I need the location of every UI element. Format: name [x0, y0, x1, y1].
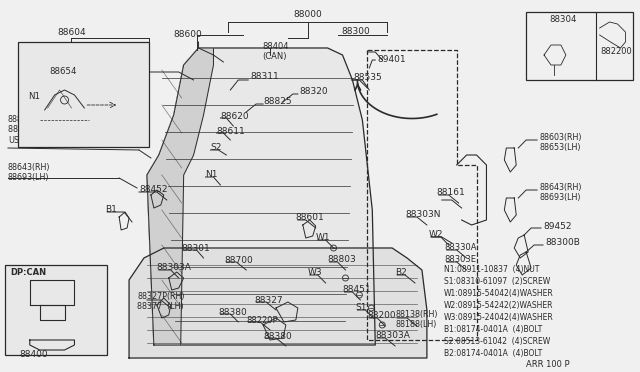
- Text: 88404
(CAN): 88404 (CAN): [262, 42, 289, 61]
- Polygon shape: [147, 48, 214, 345]
- Text: 88303A: 88303A: [157, 263, 192, 272]
- Text: 88303N: 88303N: [405, 210, 440, 219]
- Polygon shape: [147, 48, 375, 345]
- Text: 88311: 88311: [250, 72, 279, 81]
- Polygon shape: [129, 248, 427, 358]
- Text: 88330A: 88330A: [445, 243, 477, 252]
- Text: B2:08174-0401A  (4)BOLT: B2:08174-0401A (4)BOLT: [444, 349, 542, 358]
- Text: 88600: 88600: [173, 30, 202, 39]
- Text: W1:08915-54042(4)WASHER: W1:08915-54042(4)WASHER: [444, 289, 554, 298]
- Text: 88654: 88654: [50, 67, 77, 76]
- Text: 882200: 882200: [600, 47, 632, 56]
- Text: B1: B1: [105, 205, 117, 214]
- Bar: [5, 265, 108, 355]
- Text: 88611: 88611: [216, 127, 245, 136]
- Text: W3: W3: [308, 268, 323, 277]
- Text: 88380: 88380: [263, 332, 292, 341]
- Text: 88380: 88380: [218, 308, 247, 317]
- Text: 89401: 89401: [377, 55, 406, 64]
- Text: W2:08915-54242(2)WASHER: W2:08915-54242(2)WASHER: [444, 301, 553, 310]
- Text: 88825: 88825: [263, 97, 292, 106]
- Text: S1: S1: [355, 303, 367, 312]
- Text: S1:08310-61097  (2)SCREW: S1:08310-61097 (2)SCREW: [444, 277, 550, 286]
- Bar: [526, 12, 634, 80]
- Text: 88643(RH)
88693(LH): 88643(RH) 88693(LH): [8, 163, 51, 182]
- Text: 88303A: 88303A: [375, 331, 410, 340]
- Text: W3:08915-24042(4)WASHER: W3:08915-24042(4)WASHER: [444, 313, 554, 322]
- Bar: [18, 42, 149, 147]
- Text: 88220P: 88220P: [246, 316, 278, 325]
- Text: 88700: 88700: [225, 256, 253, 265]
- Text: 88327P(RH)
88377  (LH): 88327P(RH) 88377 (LH): [137, 292, 184, 311]
- Text: 88161: 88161: [437, 188, 465, 197]
- Text: 88604: 88604: [57, 28, 86, 37]
- Text: 88451: 88451: [342, 285, 371, 294]
- Text: 88000: 88000: [293, 10, 322, 19]
- Text: 88138(RH)
88188(LH): 88138(RH) 88188(LH): [395, 310, 438, 329]
- Text: DP:CAN: DP:CAN: [10, 268, 46, 277]
- Text: 88301: 88301: [182, 244, 211, 253]
- Text: 88303E: 88303E: [445, 255, 477, 264]
- Text: B1:08174-0401A  (4)BOLT: B1:08174-0401A (4)BOLT: [444, 325, 542, 334]
- Text: 88327: 88327: [254, 296, 283, 305]
- Text: 89452: 89452: [543, 222, 572, 231]
- Text: 88200: 88200: [367, 311, 396, 320]
- Text: W2: W2: [429, 230, 444, 239]
- Text: B2: B2: [395, 268, 407, 277]
- Text: 88300B: 88300B: [545, 238, 580, 247]
- Text: 88643(RH)
88693(LH): 88643(RH) 88693(LH): [539, 183, 582, 202]
- Text: W1: W1: [316, 233, 330, 242]
- Text: 88603(RH)
88653(LH): 88603(RH) 88653(LH): [539, 133, 582, 153]
- Text: 88320: 88320: [300, 87, 328, 96]
- Text: 88400: 88400: [20, 350, 49, 359]
- Text: 88300: 88300: [342, 27, 371, 36]
- Text: 88601: 88601: [296, 213, 324, 222]
- Text: N1: N1: [28, 92, 40, 101]
- Text: N1:08911-10837  (4)NUT: N1:08911-10837 (4)NUT: [444, 265, 539, 274]
- Text: 88535: 88535: [353, 73, 382, 82]
- Text: S2:08513-61042  (4)SCREW: S2:08513-61042 (4)SCREW: [444, 337, 550, 346]
- Text: S2: S2: [211, 143, 222, 152]
- Text: ARR 100 P: ARR 100 P: [526, 360, 570, 369]
- Text: 88304: 88304: [549, 15, 577, 24]
- Text: 88803: 88803: [328, 255, 356, 264]
- Text: N1: N1: [205, 170, 218, 179]
- Text: 88817M(RH)
88817  (LH)
USA: 88817M(RH) 88817 (LH) USA: [8, 115, 58, 145]
- Text: 88620: 88620: [220, 112, 249, 121]
- Text: 88452: 88452: [139, 185, 168, 194]
